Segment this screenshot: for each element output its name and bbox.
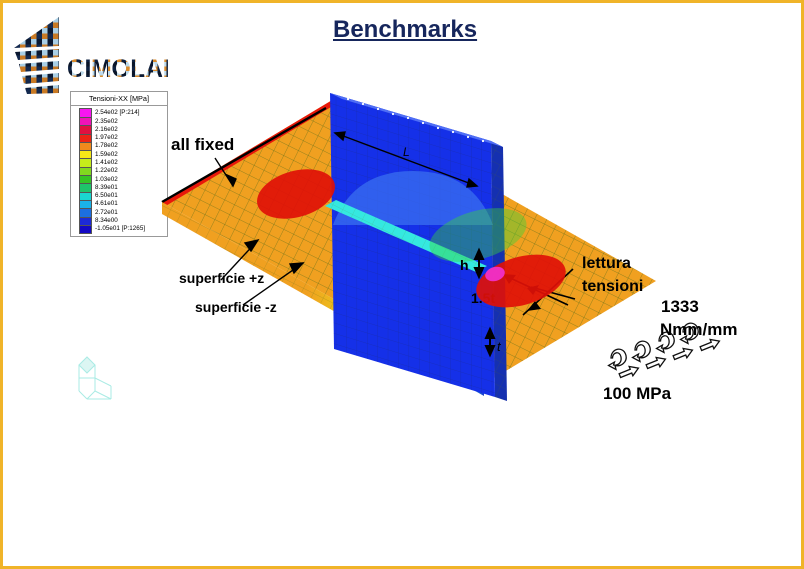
svg-text:lettura: lettura [582,255,631,272]
svg-text:Nmm/mm: Nmm/mm [660,320,737,339]
svg-text:1333: 1333 [661,297,699,316]
svg-text:superficie -z: superficie -z [195,299,277,315]
svg-text:tensioni: tensioni [582,278,643,295]
svg-text:L: L [403,145,410,159]
svg-text:h: h [460,257,469,273]
svg-text:all fixed: all fixed [171,135,234,154]
svg-text:superficie +z: superficie +z [179,270,264,286]
svg-text:100 MPa: 100 MPa [603,384,672,403]
